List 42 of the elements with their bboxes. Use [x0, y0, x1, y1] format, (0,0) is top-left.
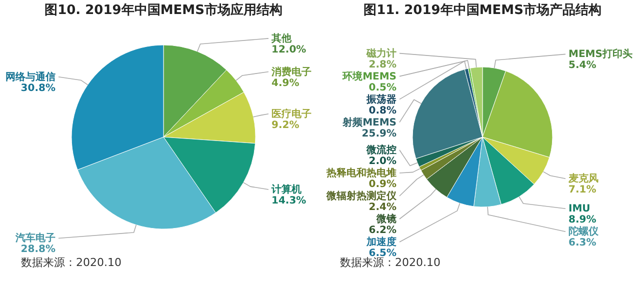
slice-label: IMU — [568, 204, 590, 215]
slice-label: 消费电子 — [270, 66, 312, 78]
slice-label: 陀螺仪 — [568, 226, 600, 238]
data-label: 8.9% — [568, 214, 596, 226]
source-note: 数据来源：2020.10 — [340, 256, 440, 269]
slice-label: MEMS打印头 — [568, 48, 632, 60]
slice-label: 微辐射热测定仪 — [326, 190, 398, 202]
chart-title: 图11. 2019年中国MEMS市场产品结构 — [364, 2, 602, 18]
data-label: 6.2% — [368, 225, 396, 236]
slice-label: 微镜 — [376, 213, 396, 225]
data-label: 6.5% — [368, 248, 396, 259]
slice-label: 其他 — [270, 32, 292, 44]
data-label: 0.9% — [368, 179, 396, 190]
slice-label: 微流控 — [366, 144, 396, 156]
slice-label: 计算机 — [270, 184, 302, 196]
data-label: 7.1% — [568, 184, 596, 196]
slice-label: 振荡器 — [366, 93, 396, 106]
data-label: 6.3% — [568, 238, 596, 249]
slice-label: 热释电和热电堆 — [326, 167, 396, 179]
slice-label: 射频MEMS — [342, 116, 396, 128]
data-label: 2.8% — [368, 59, 396, 70]
data-label: 25.9% — [362, 128, 396, 140]
slice-label: 网络与通信 — [6, 70, 56, 83]
slice-label: 汽车电子 — [14, 232, 56, 244]
data-label: 0.5% — [368, 82, 396, 94]
data-label: 28.8% — [20, 244, 56, 256]
data-label: 9.2% — [272, 120, 300, 131]
slice-label: 磁力计 — [366, 47, 396, 60]
data-label: 12.0% — [272, 44, 306, 56]
chart-title: 图10. 2019年中国MEMS市场应用结构 — [44, 2, 282, 18]
data-label: 5.4% — [568, 60, 596, 72]
slice-label: 加速度 — [366, 236, 396, 248]
slice-label: 环境MEMS — [342, 70, 396, 82]
data-label: 14.3% — [272, 196, 306, 207]
data-label: 4.9% — [272, 78, 300, 89]
data-label: 2.0% — [368, 156, 396, 167]
data-label: 30.8% — [20, 82, 56, 94]
slice-label: 麦克风 — [568, 172, 598, 185]
data-label: 0.8% — [368, 105, 396, 116]
data-label: 2.4% — [368, 202, 396, 213]
source-note: 数据来源：2020.10 — [21, 256, 122, 269]
slice-label: 医疗电子 — [272, 108, 312, 120]
